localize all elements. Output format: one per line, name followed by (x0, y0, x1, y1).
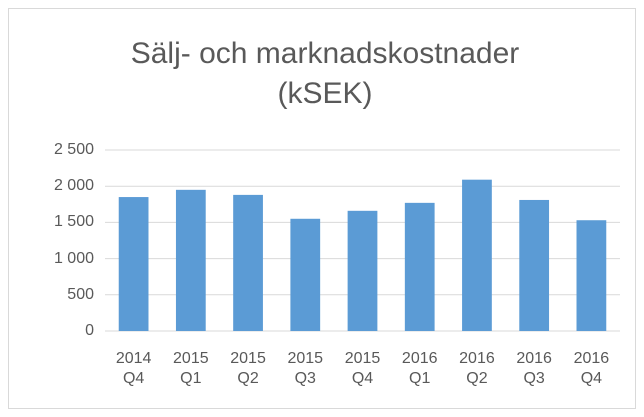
bar (118, 197, 149, 331)
bar (576, 220, 607, 331)
y-tick-label: 500 (67, 285, 94, 303)
y-tick-label: 0 (85, 322, 94, 339)
bar (462, 179, 492, 331)
x-tick-label: 2016 Q1 (401, 350, 438, 387)
x-tick-label: 2015 Q3 (287, 350, 324, 387)
bar (519, 199, 550, 331)
y-tick-label: 2 500 (53, 141, 94, 158)
bar (233, 194, 263, 331)
bar (290, 218, 321, 331)
x-tick-label: 2016 Q2 (459, 350, 495, 387)
y-tick-label: 1 000 (53, 249, 94, 267)
x-tick-label: 2014 Q4 (115, 350, 152, 387)
bar (175, 189, 206, 331)
bar (347, 210, 378, 331)
x-tick-label: 2015 Q2 (230, 350, 266, 387)
x-tick-label: 2015 Q1 (173, 350, 209, 387)
y-tick-label: 1 500 (53, 213, 94, 231)
bar (404, 202, 435, 331)
y-tick-label: 2 000 (53, 177, 94, 195)
x-tick-label: 2015 Q4 (344, 350, 381, 387)
chart-title: Sälj- och marknadskostnader (kSEK) (130, 37, 520, 110)
x-tick-label: 2016 Q3 (516, 350, 552, 387)
x-tick-label: 2016 Q4 (573, 350, 610, 387)
